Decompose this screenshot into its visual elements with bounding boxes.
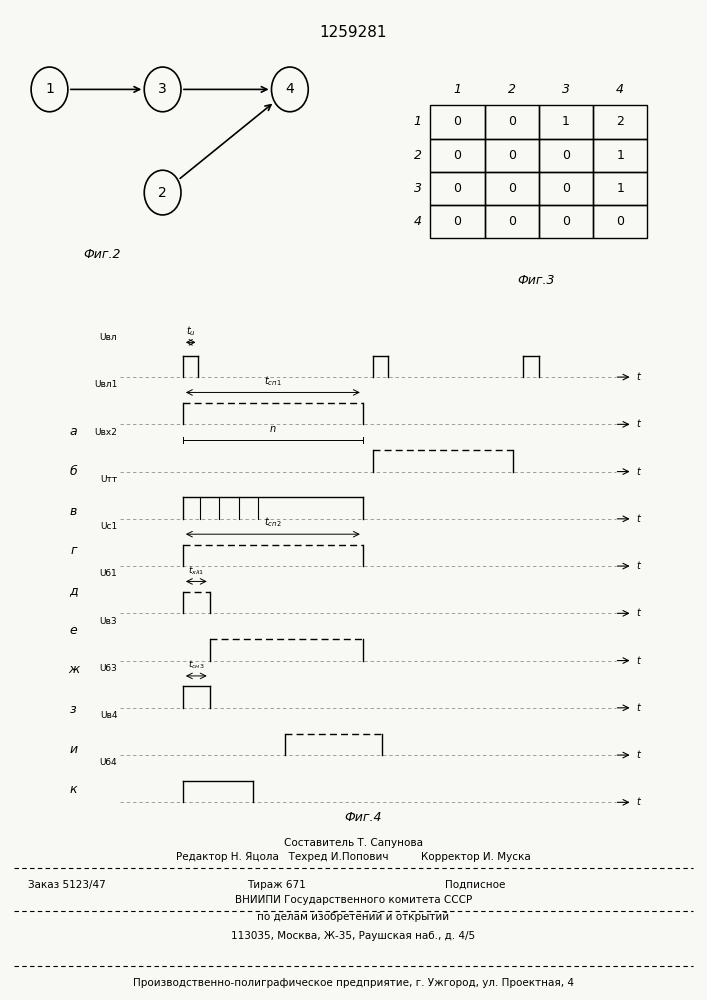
Text: з: з [70, 703, 77, 716]
Text: 3: 3 [414, 182, 422, 195]
Text: Составитель Т. Сапунова: Составитель Т. Сапунова [284, 838, 423, 848]
Text: 0: 0 [562, 149, 570, 162]
Text: t: t [636, 467, 640, 477]
Bar [484, 139, 539, 172]
Text: 0: 0 [508, 115, 515, 128]
Text: 0: 0 [562, 215, 570, 228]
Text: t: t [636, 703, 640, 713]
Text: 1: 1 [617, 182, 624, 195]
Text: 4: 4 [286, 82, 294, 96]
Text: 1: 1 [562, 115, 570, 128]
Text: 113035, Москва, Ж-35, Раушская наб., д. 4/5: 113035, Москва, Ж-35, Раушская наб., д. … [231, 931, 476, 941]
Text: Uб1: Uб1 [100, 569, 117, 578]
Text: Uвл: Uвл [100, 333, 117, 342]
Text: 1: 1 [45, 82, 54, 96]
Text: Uб4: Uб4 [100, 758, 117, 767]
Text: Uв3: Uв3 [100, 617, 117, 626]
Text: 0: 0 [562, 182, 570, 195]
Bar [539, 139, 593, 172]
Text: а: а [70, 425, 77, 438]
Text: Uвх2: Uвх2 [95, 428, 117, 437]
Text: $t_u$: $t_u$ [186, 324, 196, 338]
Text: t: t [636, 797, 640, 807]
Bar [539, 172, 593, 205]
Text: Подписное: Подписное [445, 880, 506, 890]
Text: г: г [70, 544, 77, 557]
Text: Фиг.2: Фиг.2 [83, 248, 122, 261]
Text: $t_{xλ1}$: $t_{xλ1}$ [188, 564, 204, 577]
Text: t: t [636, 750, 640, 760]
Text: по делам изобретений и открытий: по делам изобретений и открытий [257, 912, 450, 922]
Text: Производственно-полиграфическое предприятие, г. Ужгород, ул. Проектная, 4: Производственно-полиграфическое предприя… [133, 978, 574, 988]
Bar [484, 105, 539, 139]
Text: t: t [636, 372, 640, 382]
Text: Uв4: Uв4 [100, 711, 117, 720]
Text: 1: 1 [453, 83, 462, 96]
Text: 0: 0 [508, 215, 515, 228]
Text: 0: 0 [453, 215, 462, 228]
Text: Uс1: Uс1 [100, 522, 117, 531]
Text: 4: 4 [617, 83, 624, 96]
Text: 1: 1 [414, 115, 422, 128]
Text: 2: 2 [508, 83, 515, 96]
Text: t: t [636, 656, 640, 666]
Text: n: n [270, 424, 276, 434]
Text: ВНИИПИ Государственного комитета СССР: ВНИИПИ Государственного комитета СССР [235, 895, 472, 905]
Text: 4: 4 [414, 215, 422, 228]
Text: 2: 2 [158, 186, 167, 200]
Bar [593, 139, 648, 172]
Bar [593, 205, 648, 238]
Text: 3: 3 [158, 82, 167, 96]
Text: Uб3: Uб3 [100, 664, 117, 673]
Text: Фиг.3: Фиг.3 [518, 274, 555, 287]
Text: е: е [70, 624, 78, 637]
Text: 3: 3 [562, 83, 570, 96]
Bar [431, 172, 484, 205]
Text: 0: 0 [508, 149, 515, 162]
Text: Заказ 5123/47: Заказ 5123/47 [28, 880, 106, 890]
Text: $t_{cп2}$: $t_{cп2}$ [264, 516, 281, 529]
Text: 2: 2 [617, 115, 624, 128]
Text: 1259281: 1259281 [320, 25, 387, 40]
Text: д: д [69, 584, 78, 597]
Bar [593, 105, 648, 139]
Text: Редактор Н. Яцола   Техред И.Попович          Корректор И. Муска: Редактор Н. Яцола Техред И.Попович Корре… [176, 852, 531, 862]
Text: $t_{cн3}$: $t_{cн3}$ [188, 659, 204, 671]
Text: Uтт: Uтт [100, 475, 117, 484]
Bar [431, 205, 484, 238]
Text: Фиг.4: Фиг.4 [344, 811, 382, 824]
Text: б: б [70, 465, 78, 478]
Text: в: в [70, 505, 77, 518]
Text: 2: 2 [414, 149, 422, 162]
Text: t: t [636, 561, 640, 571]
Text: к: к [70, 783, 77, 796]
Text: $t_{cп1}$: $t_{cп1}$ [264, 374, 281, 388]
Text: 0: 0 [453, 149, 462, 162]
Text: Тираж 671: Тираж 671 [247, 880, 306, 890]
Bar [431, 105, 484, 139]
Bar [539, 105, 593, 139]
Bar [539, 205, 593, 238]
Text: 0: 0 [453, 182, 462, 195]
Text: 1: 1 [617, 149, 624, 162]
Bar [484, 205, 539, 238]
Bar [431, 139, 484, 172]
Text: и: и [69, 743, 78, 756]
Text: 0: 0 [453, 115, 462, 128]
Text: Uвл1: Uвл1 [94, 380, 117, 389]
Text: t: t [636, 514, 640, 524]
Text: t: t [636, 608, 640, 618]
Text: 0: 0 [617, 215, 624, 228]
Text: ж: ж [68, 663, 79, 676]
Bar [593, 172, 648, 205]
Text: t: t [636, 419, 640, 429]
Bar [484, 172, 539, 205]
Text: 0: 0 [508, 182, 515, 195]
